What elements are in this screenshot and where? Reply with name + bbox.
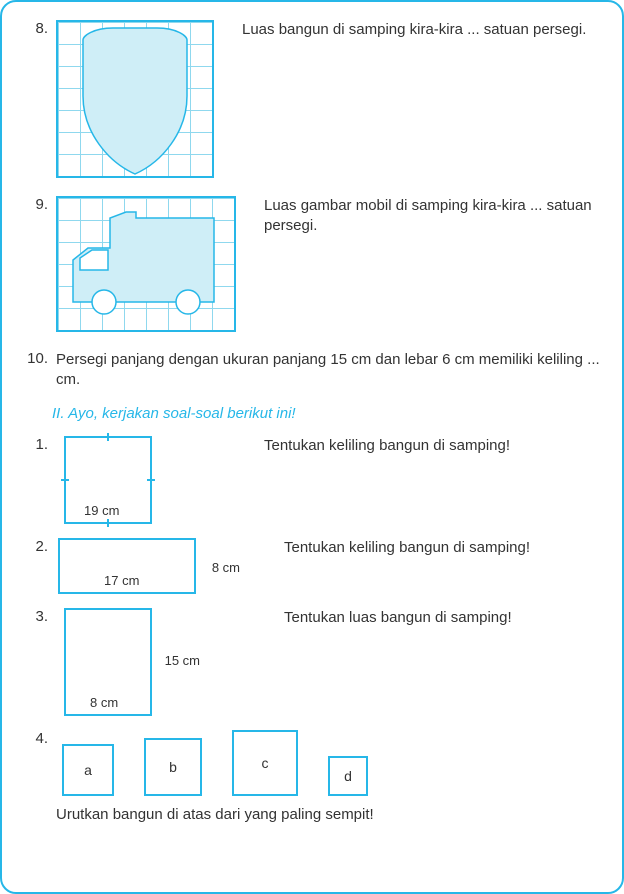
q8-grid [58,22,212,176]
s4-text: Urutkan bangun di atas dari yang paling … [56,806,600,823]
tick-right [147,479,155,481]
s1-label: 19 cm [84,503,119,518]
s2-rect: 17 cm 8 cm [58,538,196,594]
q9-text: Luas gambar mobil di samping kira-kira .… [236,196,600,237]
s2-text: Tentukan keliling bangun di samping! [256,538,600,558]
q8-grid-border [56,20,214,178]
s3-figure: 8 cm 15 cm [56,608,256,716]
shield-shape [83,28,187,174]
question-ii-1: 1. 19 cm Tentukan keliling bangun di sam… [24,436,600,524]
q9-grid [58,198,234,330]
s4-boxes-row: abcd [56,730,368,796]
s1-figure: 19 cm [56,436,236,524]
s2-right-label: 8 cm [212,560,240,575]
worksheet-page: 8. Luas bangun di samping kira-kira ... … [0,0,624,894]
s4-box-c: c [232,730,298,796]
s4-number: 4. [24,730,56,747]
q8-text: Luas bangun di samping kira-kira ... sat… [214,20,600,40]
question-ii-2: 2. 17 cm 8 cm Tentukan keliling bangun d… [24,538,600,594]
question-ii-4: 4. abcd [24,730,600,796]
s2-number: 2. [24,538,56,555]
truck-wheel-2 [176,290,200,314]
q10-number: 10. [24,350,56,367]
q8-number: 8. [24,20,56,37]
question-8: 8. Luas bangun di samping kira-kira ... … [24,20,600,182]
s4-box-d: d [328,756,368,796]
s3-right-label: 15 cm [165,653,200,668]
tick-left [61,479,69,481]
q8-shield-svg [58,22,212,176]
s2-figure: 17 cm 8 cm [56,538,256,594]
s1-number: 1. [24,436,56,453]
s1-text: Tentukan keliling bangun di samping! [236,436,600,456]
q9-number: 9. [24,196,56,213]
s4-box-b: b [144,738,202,796]
q10-text: Persegi panjang dengan ukuran panjang 15… [56,350,600,391]
s2-bottom-label: 17 cm [104,573,139,588]
tick-top [107,433,109,441]
s3-text: Tentukan luas bangun di samping! [256,608,600,628]
s3-rect: 8 cm 15 cm [64,608,152,716]
s1-square: 19 cm [64,436,152,524]
q9-figure [56,196,236,336]
question-9: 9. Luas gambar mobil di samping kira-kir… [24,196,600,336]
q8-figure [56,20,214,182]
question-ii-3: 3. 8 cm 15 cm Tentukan luas bangun di sa… [24,608,600,716]
s3-number: 3. [24,608,56,625]
q9-truck-svg [58,198,234,330]
question-10: 10. Persegi panjang dengan ukuran panjan… [24,350,600,391]
q9-grid-border [56,196,236,332]
s4-box-a: a [62,744,114,796]
s3-bottom-label: 8 cm [90,695,118,710]
tick-bottom [107,519,109,527]
truck-wheel-1 [92,290,116,314]
section-2-title: II. Ayo, kerjakan soal-soal berikut ini! [52,405,600,422]
